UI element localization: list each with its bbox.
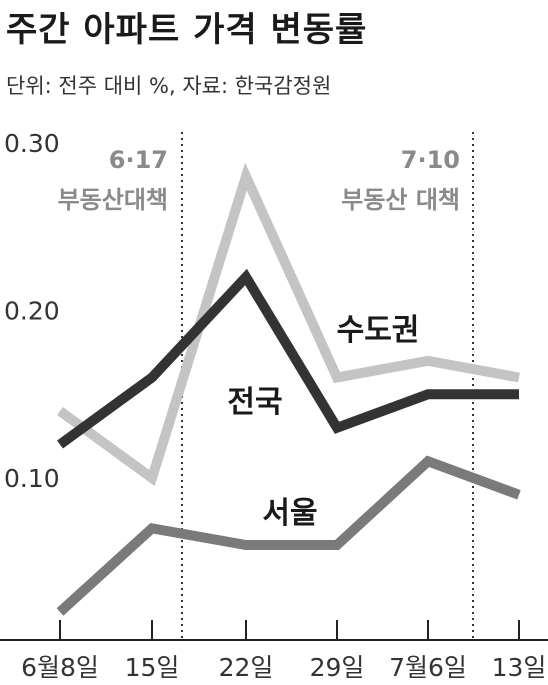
y-tick-label: 0.10 [4, 464, 60, 493]
y-tick-label: 0.20 [4, 297, 60, 326]
y-tick-label: 0.30 [4, 129, 60, 158]
series-line-seoul [56, 455, 521, 616]
x-tick-label: 15일 [125, 653, 180, 682]
policy-text-label: 부동산 대책 [341, 186, 460, 214]
x-tick-label: 29일 [310, 653, 365, 682]
series-lines-group [56, 162, 521, 616]
x-tick-label: 6월8일 [21, 653, 99, 682]
chart-subtitle: 단위: 전주 대비 %, 자료: 한국감정원 [6, 74, 332, 98]
series-label-nationwide: 전국 [227, 385, 282, 420]
chart-title: 주간 아파트 가격 변동률 [6, 10, 368, 50]
annotation-group: 6·17 부동산대책 7·10 부동산 대책 [58, 132, 474, 640]
x-tick-label: 7월6일 [389, 653, 467, 682]
series-label-capital-area: 수도권 [337, 313, 420, 348]
policy-date-label: 6·17 [109, 146, 168, 174]
x-tick-label: 22일 [219, 653, 274, 682]
series-label-seoul: 서울 [262, 496, 317, 531]
policy-text-label: 부동산대책 [58, 186, 168, 214]
series-line-nationwide [57, 268, 519, 449]
x-tick-label: 13일 [492, 653, 547, 682]
policy-date-label: 7·10 [401, 146, 460, 174]
series-line-capital-area [57, 162, 520, 487]
axis-group: 6월8일 15일 22일 29일 7월6일 13일 0.30 0.20 0.10 [0, 129, 548, 682]
